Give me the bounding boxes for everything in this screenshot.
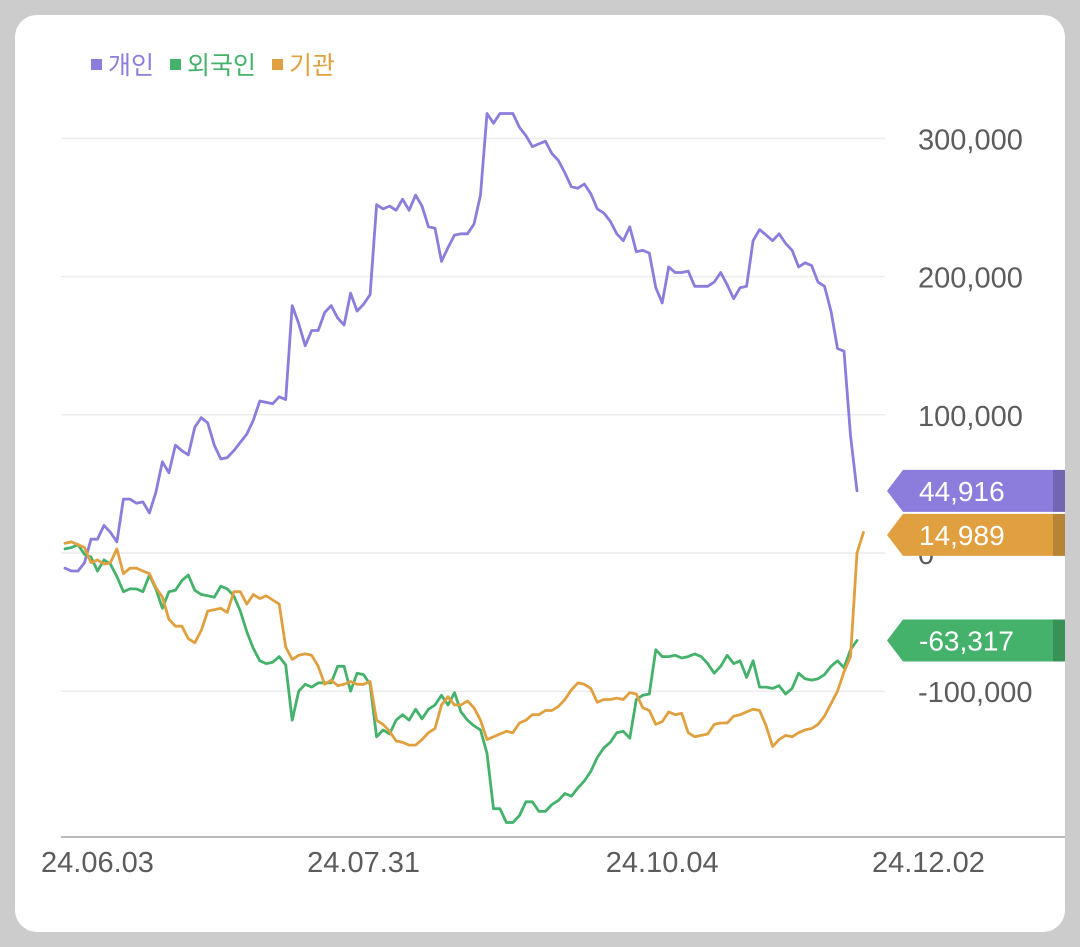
legend-swatch — [91, 59, 102, 70]
series-lines — [63, 112, 865, 824]
y-tick-label: 300,000 — [918, 124, 1023, 156]
series-line-3 — [63, 530, 865, 748]
x-tick-label: 24.12.02 — [872, 847, 985, 879]
legend: 개인 외국인 기관 — [91, 51, 335, 80]
legend-label: 외국인 — [187, 51, 256, 80]
last-value-tag — [887, 619, 1065, 662]
last-value-tag — [887, 469, 1065, 512]
tag-edge — [1053, 619, 1065, 662]
legend-label: 기관 — [289, 51, 335, 80]
x-tick-label: 24.06.03 — [41, 847, 154, 879]
x-axis-ticks: 24.06.03 24.07.31 24.10.04 24.12.02 — [41, 847, 985, 879]
tag-edge — [1053, 469, 1065, 512]
x-tick-label: 24.10.04 — [606, 847, 719, 879]
legend-swatch — [170, 59, 182, 70]
series-line-1 — [63, 112, 859, 573]
y-tick-label: -100,000 — [918, 677, 1033, 709]
last-value-label: 14,989 — [919, 520, 1005, 551]
legend-swatch — [272, 59, 284, 70]
y-tick-label: 200,000 — [918, 263, 1023, 295]
last-value-label: 44,916 — [919, 476, 1005, 507]
series-line-2 — [63, 543, 859, 824]
last-value-tag — [887, 513, 1065, 556]
last-value-label: -63,317 — [919, 626, 1014, 657]
x-tick-label: 24.07.31 — [307, 847, 420, 879]
last-value-tags: 44,916 14,989 -63,317 — [887, 469, 1065, 662]
tag-edge — [1053, 513, 1065, 556]
y-tick-label: 100,000 — [918, 401, 1023, 433]
grid-lines — [61, 137, 885, 692]
legend-label: 개인 — [108, 51, 154, 80]
